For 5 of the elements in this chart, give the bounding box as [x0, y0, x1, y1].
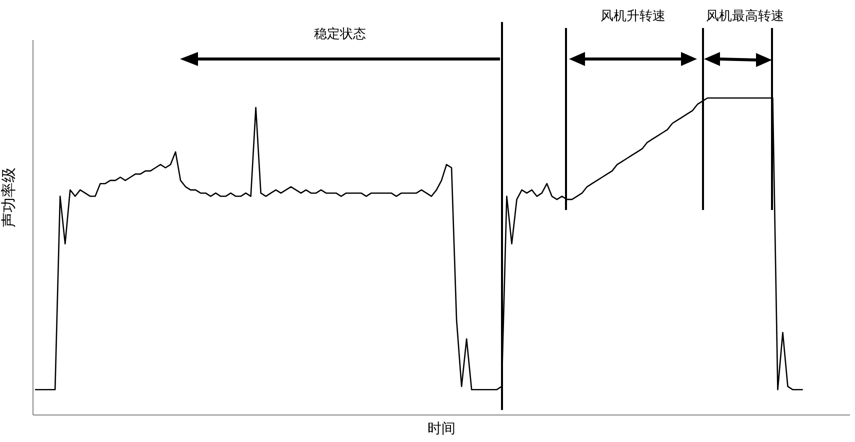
text: 风机升转速: [600, 9, 666, 24]
y-axis-title: 声功率级: [0, 168, 18, 228]
text: 风机最高转速: [706, 8, 784, 24]
text: 稳定状态: [314, 27, 366, 42]
x-axis-title: 时间: [428, 421, 456, 437]
